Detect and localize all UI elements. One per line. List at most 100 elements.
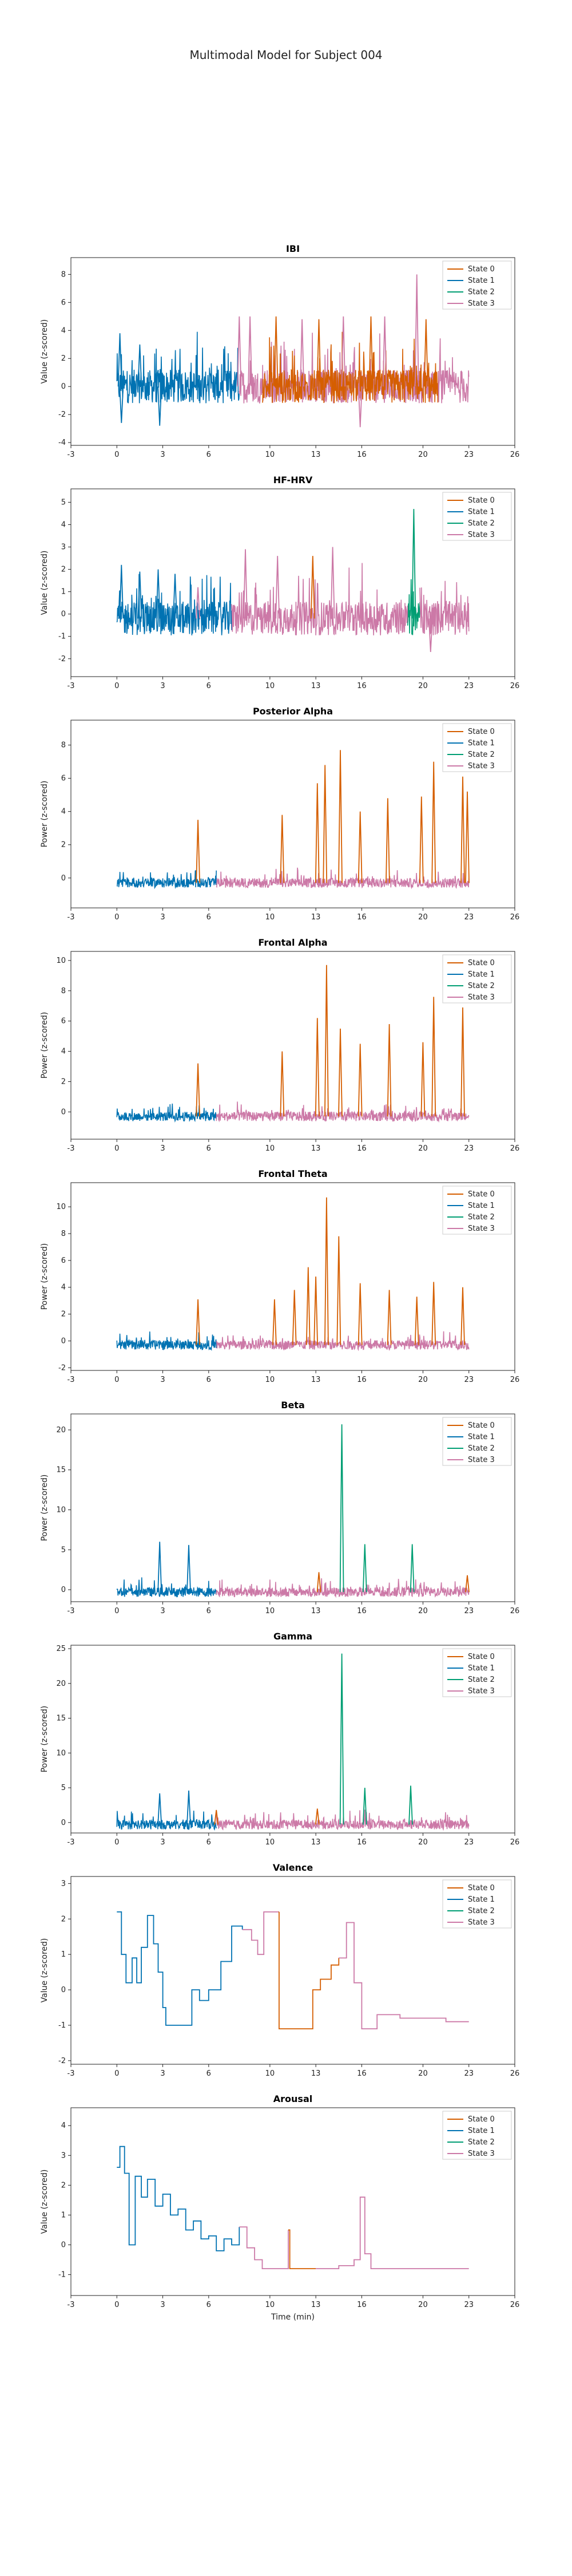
gamma-ytick-label: 25 — [56, 1645, 66, 1653]
frontal-theta-ytick-label: 10 — [56, 1203, 66, 1211]
posterior-alpha-xtick-label: 26 — [510, 913, 520, 922]
valence-series-line — [339, 1922, 469, 2029]
beta-ytick-label: 15 — [56, 1466, 66, 1475]
beta-legend-label: State 2 — [468, 1444, 495, 1453]
hf-hrv-ytick-label: 5 — [61, 498, 66, 507]
hf-hrv-legend-label: State 0 — [468, 496, 495, 505]
gamma-xtick-label: 20 — [418, 1838, 428, 1847]
ibi-xtick-label: 16 — [357, 451, 367, 459]
posterior-alpha-spike — [386, 798, 390, 883]
posterior-alpha-xtick-label: -3 — [67, 913, 75, 922]
valence-xtick-label: 3 — [160, 2069, 165, 2078]
gamma-xtick-label: 26 — [510, 1838, 520, 1847]
frontal-alpha-ytick-label: 4 — [61, 1048, 66, 1056]
gamma-xtick-label: 10 — [265, 1838, 275, 1847]
hf-hrv-xtick-label: 0 — [114, 682, 119, 690]
ibi-xtick-label: 0 — [114, 451, 119, 459]
beta-ytick-label: 5 — [61, 1546, 66, 1554]
valence-legend-label: State 0 — [468, 1884, 495, 1893]
gamma-legend-label: State 0 — [468, 1653, 495, 1661]
arousal-legend-label: State 0 — [468, 2115, 495, 2124]
beta-xtick-label: 10 — [265, 1607, 275, 1615]
frontal-theta-xtick-label: 0 — [114, 1376, 119, 1384]
frontal-alpha-xtick-label: 3 — [160, 1144, 165, 1153]
posterior-alpha-spike — [465, 791, 470, 883]
valence-ytick-label: 2 — [61, 1915, 66, 1923]
ibi-legend-label: State 1 — [468, 276, 495, 285]
ibi-ylabel: Value (z-scored) — [40, 319, 49, 384]
valence-series-line — [242, 1911, 279, 1955]
gamma-spike — [315, 1808, 320, 1825]
arousal-series-line — [239, 2226, 289, 2269]
gamma-panel-title: Gamma — [273, 1631, 312, 1642]
frontal-theta-spike — [324, 1197, 329, 1345]
frontal-alpha-ytick-label: 0 — [61, 1108, 66, 1116]
ibi-ytick-label: 2 — [61, 354, 66, 363]
frontal-theta-spike — [387, 1290, 392, 1345]
hf-hrv-spike — [137, 571, 142, 619]
ibi-spike — [368, 316, 374, 387]
posterior-alpha-spike — [338, 750, 343, 883]
ibi-series-line — [116, 331, 240, 404]
ibi-spike — [273, 316, 279, 387]
ibi-spike — [137, 344, 142, 387]
arousal-xtick-label: 23 — [464, 2301, 474, 2309]
frontal-theta-legend-label: State 0 — [468, 1190, 495, 1199]
ibi-spike — [248, 316, 252, 387]
valence-ylabel: Value (z-scored) — [40, 1938, 49, 2003]
ibi-panel-title: IBI — [286, 243, 300, 254]
hf-hrv-legend-label: State 3 — [468, 531, 495, 539]
beta-axes-frame — [70, 1413, 515, 1602]
ibi-series-line — [261, 331, 439, 404]
frontal-theta-ytick-label: 8 — [61, 1230, 66, 1238]
ibi-spike — [157, 386, 162, 426]
frontal-theta-legend-label: State 2 — [468, 1213, 495, 1222]
beta-ytick-label: 0 — [61, 1586, 66, 1594]
frontal-alpha-spike — [431, 997, 436, 1117]
frontal-theta-series-line — [116, 1331, 217, 1352]
frontal-theta-spike — [414, 1297, 419, 1345]
ibi-spike — [357, 386, 363, 428]
frontal-alpha-spike — [338, 1028, 343, 1117]
posterior-alpha-legend-label: State 1 — [468, 739, 495, 748]
gamma-xtick-label: -3 — [67, 1838, 75, 1847]
gamma-spike — [362, 1787, 367, 1825]
valence-xtick-label: 13 — [311, 2069, 321, 2078]
frontal-alpha-spike — [387, 1024, 392, 1117]
valence-xtick-label: 6 — [206, 2069, 211, 2078]
valence-xtick-label: 26 — [510, 2069, 520, 2078]
posterior-alpha-legend-label: State 0 — [468, 728, 495, 736]
hf-hrv-xtick-label: 23 — [464, 682, 474, 690]
ibi-ytick-label: 8 — [61, 270, 66, 279]
frontal-theta-xtick-label: -3 — [67, 1376, 75, 1384]
gamma-series-line — [216, 1809, 470, 1831]
frontal-theta-xtick-label: 20 — [418, 1376, 428, 1384]
arousal-legend-label: State 3 — [468, 2150, 495, 2158]
arousal-ytick-label: -1 — [58, 2271, 66, 2279]
frontal-theta-ytick-label: 6 — [61, 1257, 66, 1265]
hf-hrv-spike — [330, 547, 335, 619]
ibi-spike — [382, 316, 387, 387]
frontal-alpha-axes-frame — [70, 951, 515, 1140]
frontal-theta-spike — [305, 1267, 311, 1345]
ibi-ytick-label: 0 — [61, 382, 66, 391]
hf-hrv-legend-label: State 1 — [468, 508, 495, 516]
frontal-alpha-spike — [460, 1007, 465, 1117]
posterior-alpha-spike — [419, 796, 424, 883]
frontal-theta-spike — [336, 1236, 341, 1345]
gamma-ytick-label: 20 — [56, 1680, 66, 1688]
beta-spike — [362, 1544, 367, 1593]
frontal-theta-legend-label: State 1 — [468, 1202, 495, 1210]
beta-xtick-label: 6 — [206, 1607, 211, 1615]
frontal-theta-xtick-label: 3 — [160, 1376, 165, 1384]
valence-legend-label: State 1 — [468, 1895, 495, 1904]
beta-legend-label: State 0 — [468, 1421, 495, 1430]
arousal-xtick-label: 0 — [114, 2301, 119, 2309]
hf-hrv-ylabel: Value (z-scored) — [40, 551, 49, 615]
valence-xtick-label: 20 — [418, 2069, 428, 2078]
beta-legend-label: State 1 — [468, 1433, 495, 1441]
gamma-series-line — [116, 1810, 217, 1831]
frontal-alpha-legend-label: State 0 — [468, 959, 495, 967]
posterior-alpha-axes-frame — [70, 720, 515, 908]
